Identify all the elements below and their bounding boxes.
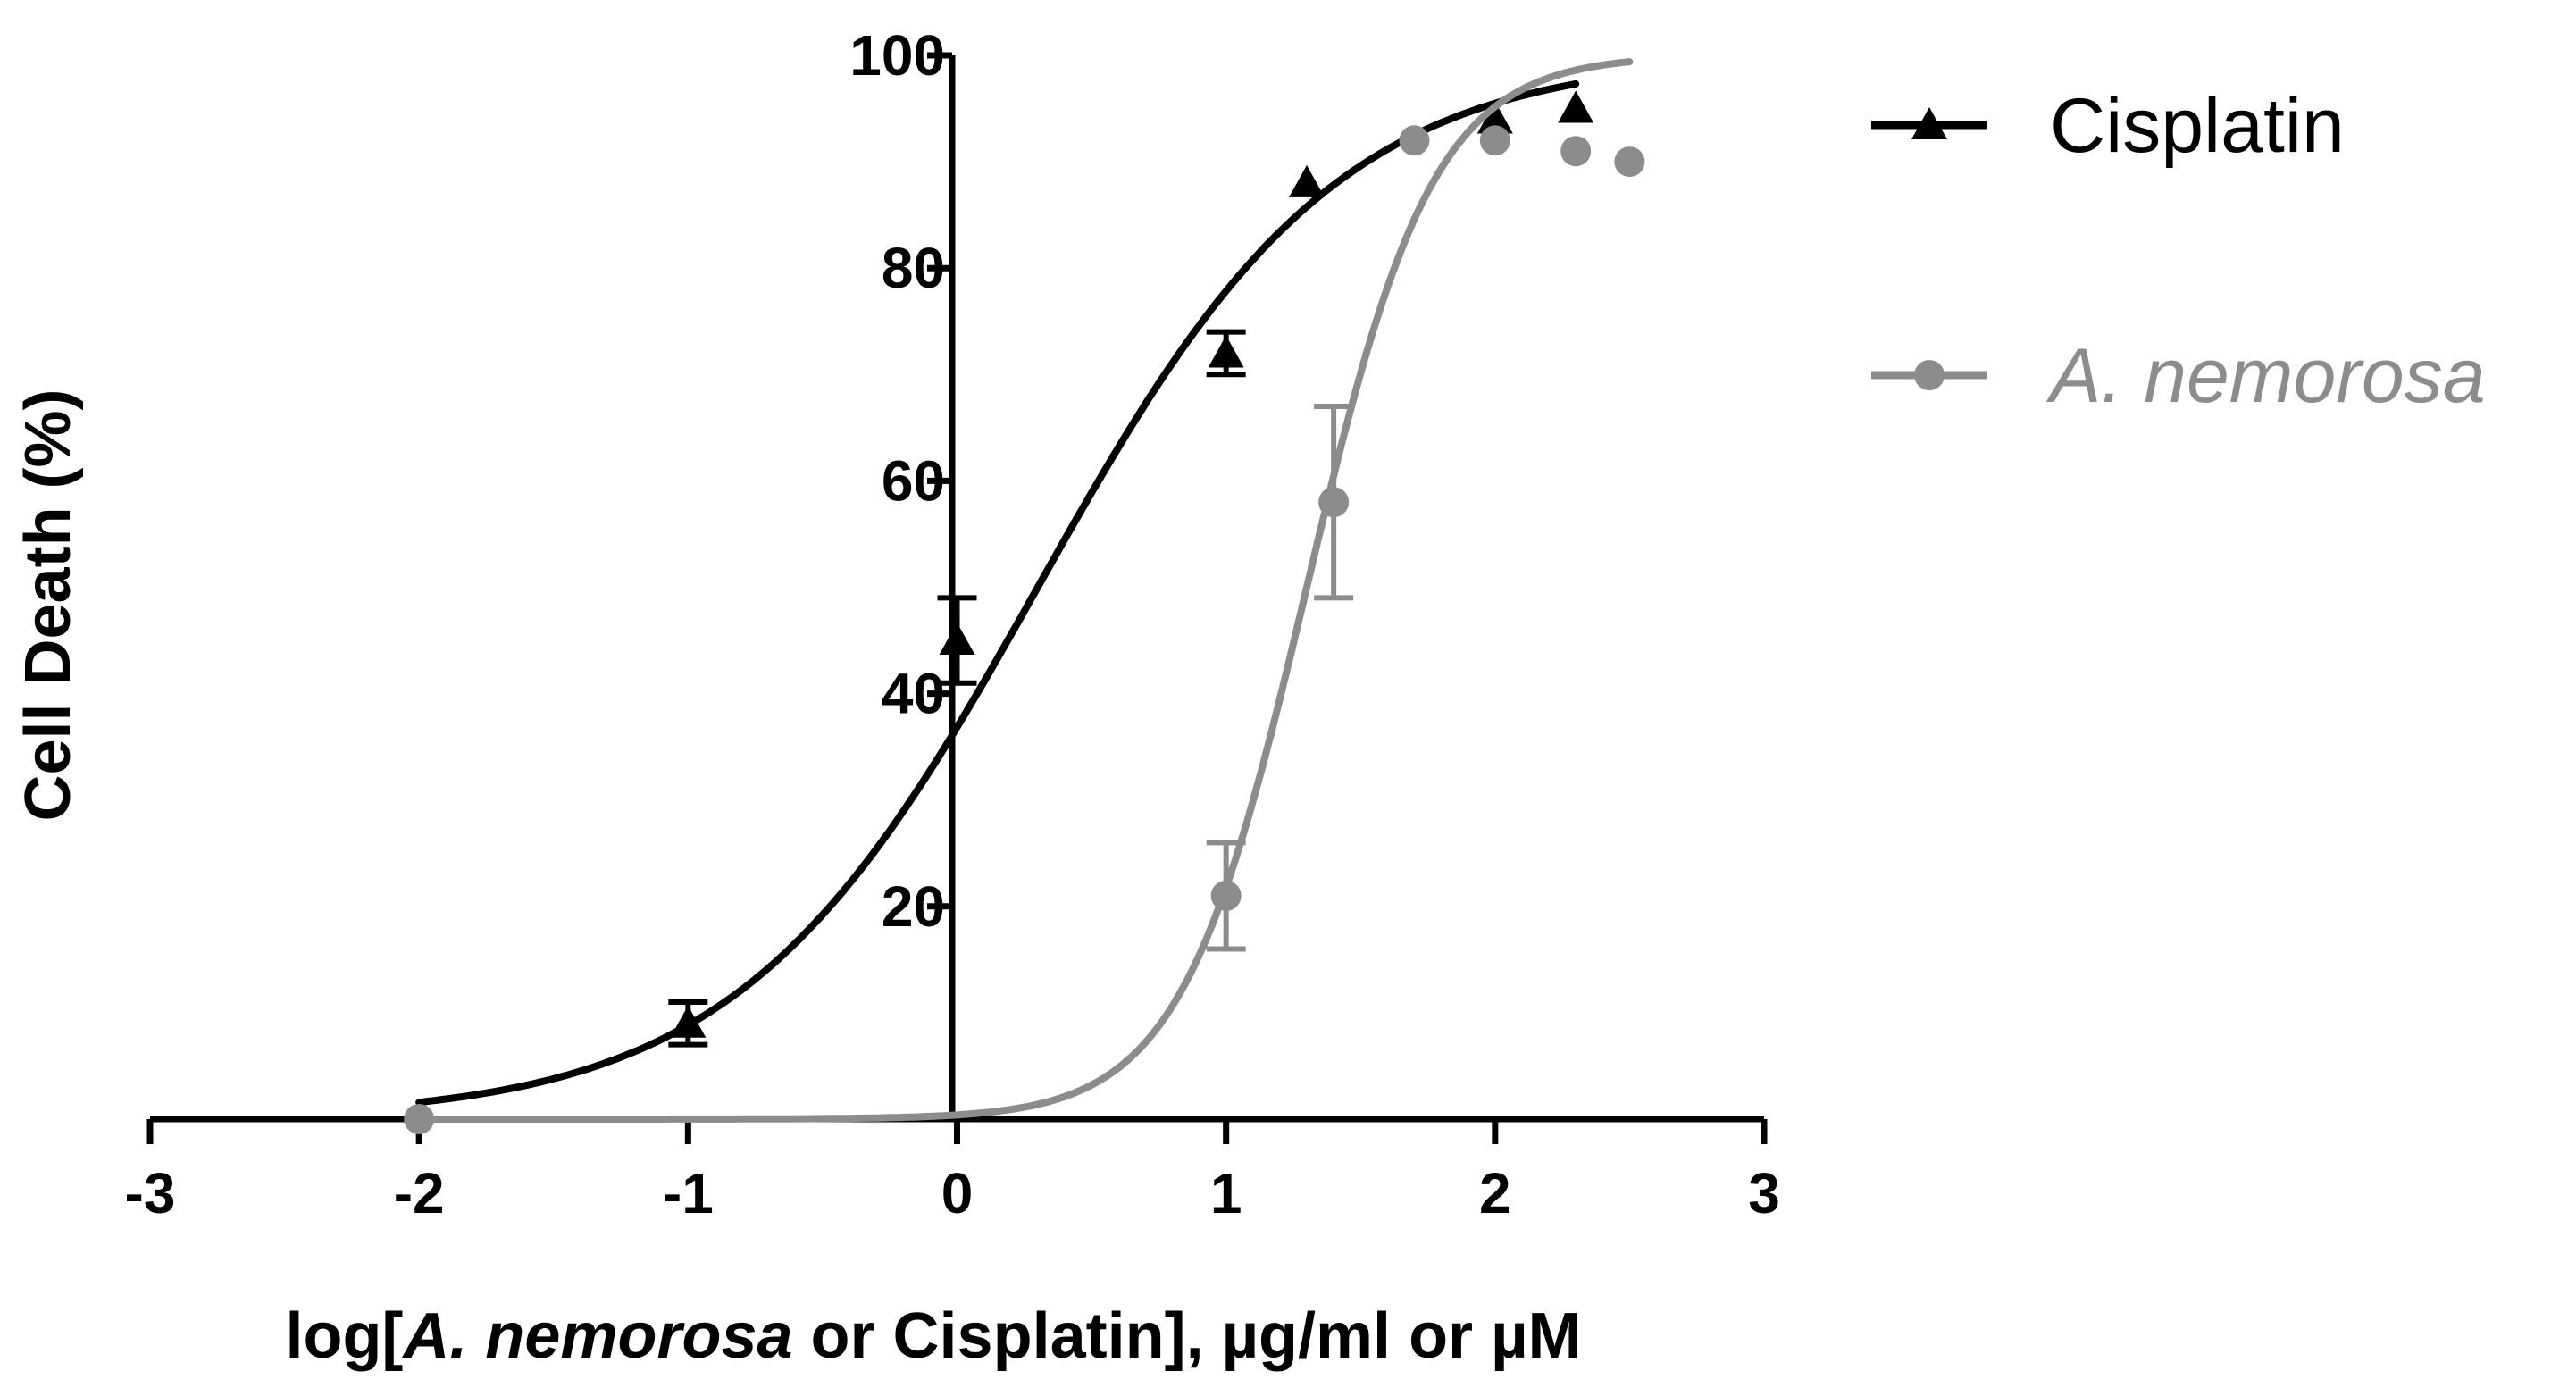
- x-ticks: -3 -2 -1 0 1 2 3: [125, 1119, 1780, 1225]
- data-point: [1399, 125, 1430, 156]
- series-layer: [404, 58, 1645, 1134]
- y-ticks: 20 40 60 80 100: [849, 23, 952, 939]
- series-1: [404, 58, 1645, 1134]
- y-tick-label: 40: [882, 662, 945, 726]
- data-point: [1560, 136, 1592, 167]
- data-point: [404, 1104, 435, 1134]
- legend-swatch-marker: [1911, 107, 1947, 139]
- fit-curve-0: [415, 79, 1580, 1107]
- y-axis-title: Cell Death (%): [13, 389, 84, 821]
- data-point: [670, 1005, 707, 1038]
- data-point: [1208, 335, 1244, 368]
- y-tick-label: 80: [882, 236, 945, 300]
- legend-label: Cisplatin: [2050, 83, 2345, 169]
- series-0: [415, 79, 1594, 1107]
- legend: Cisplatin A. nemorosa: [1871, 83, 2486, 419]
- data-point: [1479, 125, 1510, 156]
- x-tick-label: -2: [394, 1161, 445, 1225]
- legend-item-1: A. nemorosa: [1871, 333, 2486, 419]
- x-tick-label: 3: [1748, 1161, 1780, 1225]
- x-tick-label: -1: [663, 1161, 714, 1225]
- data-point: [1476, 101, 1513, 134]
- legend-item-0: Cisplatin: [1871, 83, 2345, 169]
- x-axis-title-part: A. nemorosa: [401, 1300, 792, 1372]
- data-point: [1318, 487, 1350, 518]
- fit-curve-1: [415, 58, 1634, 1123]
- legend-label: A. nemorosa: [2045, 333, 2486, 419]
- data-point: [1289, 164, 1326, 197]
- y-tick-label: 100: [849, 23, 945, 88]
- axes: -3 -2 -1 0 1 2 3 20 40 60 80 100: [125, 23, 1780, 1225]
- y-tick-label: 20: [882, 874, 945, 939]
- y-tick-label: 60: [882, 448, 945, 513]
- data-point: [1210, 880, 1242, 911]
- x-axis-title: log[A. nemorosa or Cisplatin], µg/ml or …: [285, 1300, 1581, 1372]
- data-point: [1558, 90, 1594, 123]
- x-tick-label: 1: [1210, 1161, 1242, 1225]
- legend-swatch-marker: [1914, 360, 1945, 390]
- data-point: [939, 623, 975, 656]
- x-tick-label: -3: [125, 1161, 176, 1225]
- x-axis-title-part: log[: [285, 1300, 403, 1372]
- x-tick-label: 2: [1479, 1161, 1511, 1225]
- data-point: [1614, 146, 1645, 178]
- x-tick-label: 0: [941, 1161, 974, 1225]
- x-axis-title-part: or Cisplatin], µg/ml or µM: [793, 1300, 1582, 1372]
